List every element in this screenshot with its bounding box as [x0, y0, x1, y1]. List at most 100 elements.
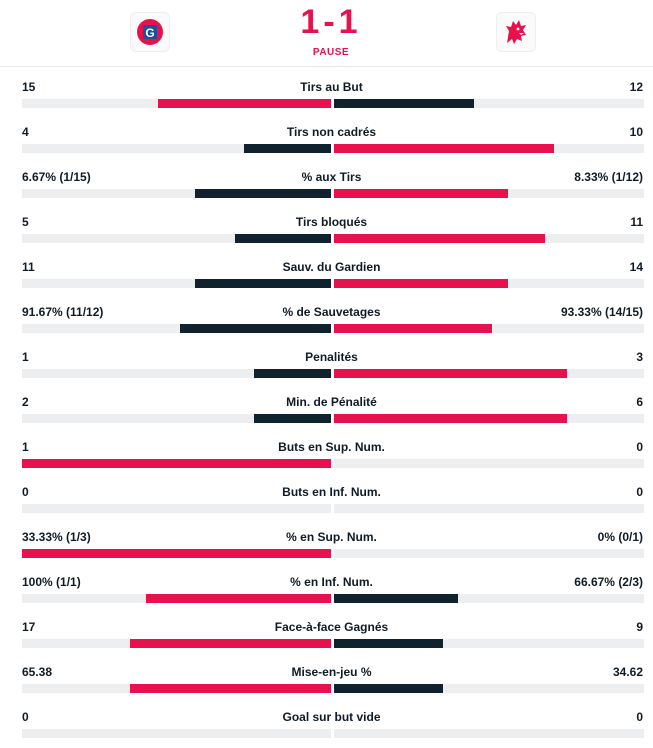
home-stat-bar-track	[22, 324, 331, 333]
away-stat-bar-track	[334, 504, 644, 513]
away-stat-value: 11	[630, 215, 643, 229]
away-stat-value: 0	[636, 440, 643, 454]
away-stat-bar-track	[334, 684, 644, 693]
stat-row: 4 Tirs non cadrés 10	[0, 111, 653, 156]
stat-label: Mise-en-jeu %	[291, 665, 372, 679]
away-stat-value: 8.33% (1/12)	[574, 170, 643, 184]
home-stat-value: 2	[22, 395, 29, 409]
home-stat-value: 91.67% (11/12)	[22, 305, 104, 319]
away-stat-bar-track	[334, 594, 644, 603]
away-stat-value: 9	[636, 620, 643, 634]
home-stat-bar-track	[22, 99, 331, 108]
away-stat-bar-track	[334, 459, 644, 468]
away-stat-bar	[334, 279, 508, 288]
home-stat-bar-track	[22, 279, 331, 288]
away-stat-bar	[334, 189, 508, 198]
home-stat-bar	[22, 459, 331, 468]
home-stat-bar-track	[22, 369, 331, 378]
stat-row: 100% (1/1) % en Inf. Num. 66.67% (2/3)	[0, 561, 653, 606]
home-stat-value: 15	[22, 80, 36, 94]
stat-row: 1 Buts en Sup. Num. 0	[0, 426, 653, 471]
away-stat-bar-track	[334, 369, 644, 378]
home-stat-bar-track	[22, 414, 331, 423]
stats-list: 15 Tirs au But 12 4 Tirs non cadrés 10 6.67% (…	[0, 66, 653, 741]
away-stat-value: 6	[636, 395, 643, 409]
home-stat-bar-track	[22, 459, 331, 468]
stat-label: Buts en Inf. Num.	[282, 485, 381, 499]
away-stat-bar	[334, 639, 443, 648]
stat-label: Penalités	[305, 350, 358, 364]
home-stat-value: 33.33% (1/3)	[22, 530, 91, 544]
home-stat-bar	[195, 279, 331, 288]
home-team-logo[interactable]: G	[130, 12, 170, 52]
home-stat-value: 0	[22, 485, 29, 499]
stat-row: 91.67% (11/12) % de Sauvetages 93.33% (14/…	[0, 291, 653, 336]
away-stat-bar	[334, 414, 567, 423]
stat-label: Min. de Pénalité	[286, 395, 377, 409]
home-stat-bar	[244, 144, 331, 153]
away-stat-bar-track	[334, 729, 644, 738]
stat-label: Sauv. du Gardien	[282, 260, 381, 274]
away-stat-bar	[334, 324, 492, 333]
stat-row: 0 Buts en Inf. Num. 0	[0, 471, 653, 516]
away-stat-bar	[334, 234, 545, 243]
home-team-crest-icon: G	[137, 19, 163, 45]
stat-row: 0 Goal sur but vide 0	[0, 696, 653, 741]
home-stat-bar-track	[22, 594, 331, 603]
stat-label: % en Inf. Num.	[290, 575, 373, 589]
away-stat-bar-track	[334, 549, 644, 558]
home-stat-bar-track	[22, 234, 331, 243]
away-stat-value: 66.67% (2/3)	[574, 575, 643, 589]
home-stat-bar	[130, 639, 331, 648]
stat-label: % aux Tirs	[301, 170, 362, 184]
away-stat-bar-track	[334, 279, 644, 288]
away-stat-bar	[334, 144, 554, 153]
stat-row: 6.67% (1/15) % aux Tirs 8.33% (1/12)	[0, 156, 653, 201]
match-status: PAUSE	[312, 47, 350, 58]
lion-head-icon	[506, 20, 526, 44]
home-stat-value: 17	[22, 620, 36, 634]
away-stat-value: 0	[636, 710, 643, 724]
home-stat-bar-track	[22, 144, 331, 153]
away-stat-value: 10	[629, 125, 643, 139]
home-stat-bar	[195, 189, 331, 198]
away-stat-value: 34.62	[612, 665, 643, 679]
home-stat-bar	[180, 324, 331, 333]
home-stat-value: 11	[22, 260, 35, 274]
home-stat-bar-track	[22, 189, 331, 198]
away-team-logo[interactable]	[496, 12, 536, 52]
stat-label: % en Sup. Num.	[286, 530, 377, 544]
home-stat-bar	[22, 549, 331, 558]
away-stat-value: 12	[629, 80, 643, 94]
stat-row: 1 Penalités 3	[0, 336, 653, 381]
stat-label: Tirs non cadrés	[286, 125, 377, 139]
away-stat-bar-track	[334, 639, 644, 648]
home-stat-bar-track	[22, 639, 331, 648]
away-stat-bar-track	[334, 144, 644, 153]
away-stat-bar	[334, 684, 443, 693]
stat-label: Goal sur but vide	[282, 710, 381, 724]
stat-label: Buts en Sup. Num.	[278, 440, 385, 454]
away-stat-bar-track	[334, 99, 644, 108]
stat-label: Face-à-face Gagnés	[274, 620, 389, 634]
away-stat-bar-track	[334, 324, 644, 333]
home-stat-bar	[235, 234, 331, 243]
home-stat-value: 6.67% (1/15)	[22, 170, 91, 184]
away-stat-bar	[334, 99, 474, 108]
svg-text:G: G	[145, 26, 154, 40]
away-stat-bar-track	[334, 234, 644, 243]
away-stat-value: 0% (0/1)	[597, 530, 643, 544]
away-stat-value: 3	[636, 350, 643, 364]
home-stat-bar-track	[22, 504, 331, 513]
away-stat-value: 93.33% (14/15)	[560, 305, 643, 319]
home-stat-value: 100% (1/1)	[22, 575, 81, 589]
stat-row: 65.38 Mise-en-jeu % 34.62	[0, 651, 653, 696]
stat-row: 33.33% (1/3) % en Sup. Num. 0% (0/1)	[0, 516, 653, 561]
away-stat-bar	[334, 369, 567, 378]
home-stat-bar	[130, 684, 331, 693]
away-stat-bar-track	[334, 189, 644, 198]
home-stat-value: 5	[22, 215, 29, 229]
stat-label: Tirs au But	[300, 80, 363, 94]
match-header: G 1-1 PAUSE	[0, 0, 653, 67]
stat-row: 2 Min. de Pénalité 6	[0, 381, 653, 426]
